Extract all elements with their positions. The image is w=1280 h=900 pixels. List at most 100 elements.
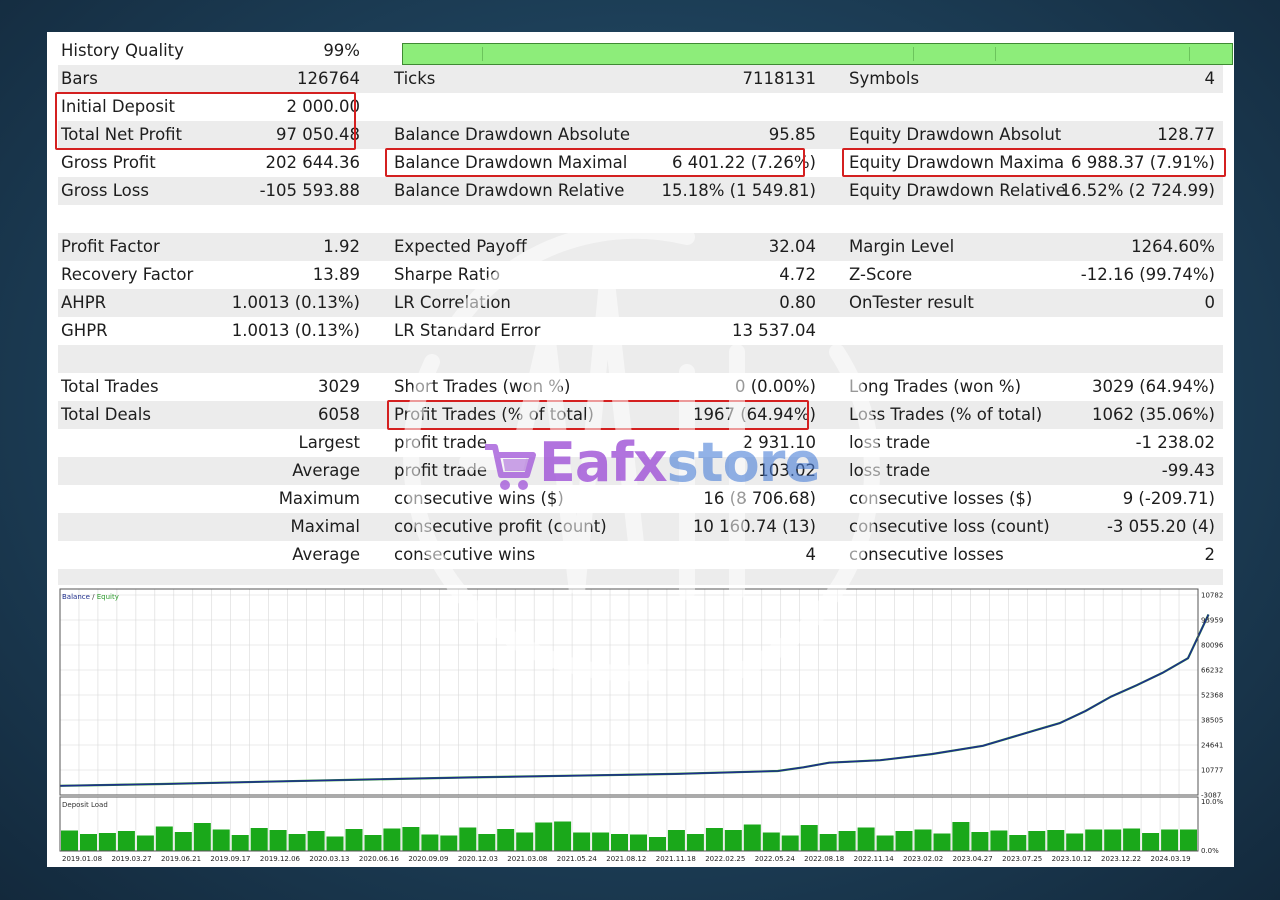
average-consecutive-losses-value: 2 xyxy=(1204,545,1216,564)
deposit-load-bar xyxy=(497,829,515,851)
deposit-load-bar xyxy=(1123,828,1141,851)
deposit-load-bar xyxy=(573,832,591,851)
deposit-load-bar xyxy=(269,830,287,851)
deposit-load-bar xyxy=(383,828,401,851)
long-trades-value: 3029 (64.94%) xyxy=(1091,377,1215,396)
deposit-load-bar xyxy=(686,834,704,851)
x-tick-label: 2023.04.27 xyxy=(953,855,993,863)
equity-dd-maximal-label: Equity Drawdown Maxima xyxy=(849,153,1065,172)
equity-dd-maximal-value: 6 988.37 (7.91%) xyxy=(1070,153,1215,172)
expected-payoff-label: Expected Payoff xyxy=(394,237,527,256)
total-trades-value: 3029 xyxy=(318,377,360,396)
balance-series-line xyxy=(59,614,1210,787)
y-tick-label: 24641 xyxy=(1201,741,1223,749)
deposit-load-bar xyxy=(762,832,780,851)
recovery-factor-label: Recovery Factor xyxy=(61,265,194,284)
chart-legend: Balance / Equity xyxy=(62,593,119,601)
deposit-load-bar xyxy=(705,828,723,851)
lr-correlation-label: LR Correlation xyxy=(394,293,511,312)
balance-equity-chart: Balance / Equity Deposit Load 107823 9395… xyxy=(58,587,1228,865)
deposit-load-bar xyxy=(117,831,135,851)
x-tick-label: 2023.10.12 xyxy=(1052,855,1092,863)
maximum-label: Maximum xyxy=(278,489,360,508)
history-quality-value: 99% xyxy=(323,41,360,60)
deposit-load-bar xyxy=(478,834,496,851)
total-deals-value: 6058 xyxy=(318,405,360,424)
average-consecutive-losses-label: consecutive losses xyxy=(849,545,1004,564)
deposit-load-bar xyxy=(250,828,268,851)
x-tick-label: 2019.09.17 xyxy=(210,855,250,863)
initial-deposit-value: 2 000.00 xyxy=(286,97,360,116)
x-axis-labels: 2019.01.08 2019.03.27 2019.06.21 2019.09.17… xyxy=(62,855,1191,863)
profit-factor-label: Profit Factor xyxy=(61,237,160,256)
gross-profit-value: 202 644.36 xyxy=(265,153,360,172)
gross-profit-label: Gross Profit xyxy=(61,153,156,172)
y-tick-label: 80096 xyxy=(1201,641,1223,649)
ghpr-label: GHPR xyxy=(61,321,108,340)
deposit-load-bar xyxy=(1009,835,1027,851)
history-quality-fill xyxy=(403,44,1224,64)
deposit-load-bar xyxy=(781,835,799,851)
deposit-load-bar xyxy=(402,827,420,851)
x-tick-label: 2020.09.09 xyxy=(408,855,448,863)
short-trades-label: Short Trades (won %) xyxy=(394,377,571,396)
margin-level-value: 1264.60% xyxy=(1131,237,1215,256)
deposit-load-bar xyxy=(857,827,875,851)
largest-loss-value: -1 238.02 xyxy=(1135,433,1215,452)
long-trades-label: Long Trades (won %) xyxy=(849,377,1022,396)
y-tick-label: 10777 xyxy=(1201,766,1223,774)
deposit-load-bar xyxy=(193,823,211,851)
row-bars: Bars 126764 Ticks 7118131 Symbols 4 xyxy=(58,65,1223,93)
deposit-load-bar xyxy=(364,835,382,851)
deposit-load-bar xyxy=(98,833,116,851)
loss-trades-label: Loss Trades (% of total) xyxy=(849,405,1043,424)
average-loss-value: -99.43 xyxy=(1161,461,1215,480)
quality-bar-tick xyxy=(482,47,483,61)
deposit-load-bar xyxy=(1161,829,1179,851)
balance-dd-maximal-label: Balance Drawdown Maximal xyxy=(394,153,628,172)
deposit-load-bar xyxy=(459,827,477,851)
maximal-label: Maximal xyxy=(290,517,360,536)
main-grid xyxy=(59,589,1199,851)
quality-bar-tick xyxy=(995,47,996,61)
legend-equity: Equity xyxy=(97,593,119,601)
row-spacer xyxy=(58,205,1223,233)
history-quality-bar xyxy=(402,43,1233,65)
y-tick-label: 107823 xyxy=(1201,592,1223,600)
deposit-load-bar xyxy=(933,833,951,851)
profit-trades-label: Profit Trades (% of total) xyxy=(394,405,594,424)
profit-factor-value: 1.92 xyxy=(323,237,360,256)
watermark-brand-text: Eafxstore xyxy=(539,431,821,494)
deposit-load-bar xyxy=(895,831,913,851)
deposit-load-bar xyxy=(630,834,647,851)
deposit-load-bar xyxy=(649,837,666,851)
chart-svg: Balance / Equity Deposit Load 107823 9395… xyxy=(58,587,1228,865)
legend-balance: Balance xyxy=(62,593,90,601)
deposit-load-bars xyxy=(61,821,1197,851)
x-tick-label: 2022.02.25 xyxy=(705,855,745,863)
loss-trades-value: 1062 (35.06%) xyxy=(1091,405,1215,424)
deposit-load-bar xyxy=(667,830,685,851)
equity-dd-relative-value: 16.52% (2 724.99) xyxy=(1060,181,1215,200)
maximal-loss-value: -3 055.20 (4) xyxy=(1106,517,1215,536)
deposit-load-bar xyxy=(800,825,818,851)
watermark-cart-icon xyxy=(485,444,536,490)
legend-separator: / xyxy=(90,593,97,601)
row-recovery-factor: Recovery Factor 13.89 Sharpe Ratio 4.72 … xyxy=(58,261,1223,289)
ahpr-value: 1.0013 (0.13%) xyxy=(231,293,360,312)
short-trades-value: 0 (0.00%) xyxy=(734,377,816,396)
ticks-value: 7118131 xyxy=(742,69,817,88)
load-y-tick-label: 10.0% xyxy=(1201,798,1223,806)
y-tick-label: 52368 xyxy=(1201,692,1223,700)
x-tick-label: 2020.12.03 xyxy=(458,855,498,863)
deposit-load-bar xyxy=(990,830,1008,851)
symbols-label: Symbols xyxy=(849,69,920,88)
ticks-label: Ticks xyxy=(394,69,436,88)
expected-payoff-value: 32.04 xyxy=(768,237,816,256)
deposit-load-bar xyxy=(1085,829,1103,851)
y-axis-labels: 107823 93959 80096 66232 52368 38505 24641 1077… xyxy=(1201,592,1228,800)
balance-dd-absolute-label: Balance Drawdown Absolute xyxy=(394,125,631,144)
maximal-profit-label: consecutive profit (count) xyxy=(394,517,607,536)
deposit-load-bar xyxy=(592,832,610,851)
x-tick-label: 2022.05.24 xyxy=(755,855,796,863)
